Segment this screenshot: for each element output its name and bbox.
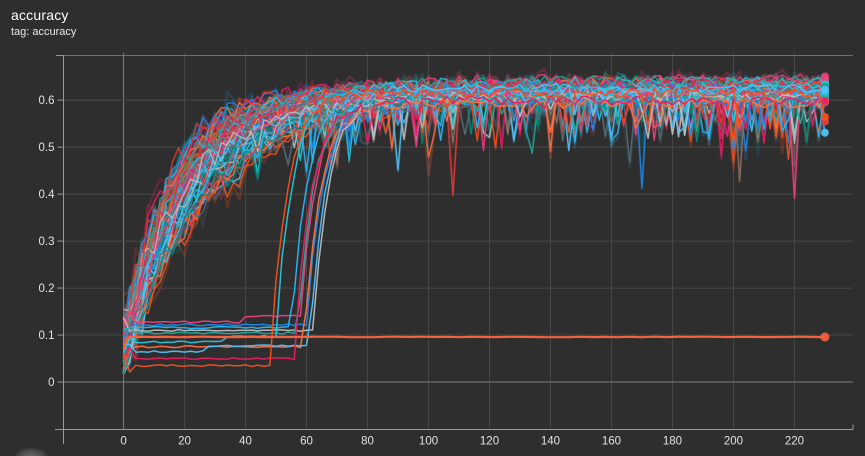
stalled-run-line xyxy=(122,87,826,373)
chart-title: accuracy xyxy=(11,7,69,23)
axes xyxy=(55,55,854,444)
x-tick-label: 40 xyxy=(239,436,252,448)
x-tick-label: 160 xyxy=(602,436,621,448)
partial-fab-button[interactable] xyxy=(13,447,49,456)
y-tick-label: 0.2 xyxy=(39,283,55,295)
x-tick-label: 180 xyxy=(663,436,682,448)
end-dot xyxy=(820,112,829,121)
stalled-run-line xyxy=(122,95,826,361)
x-tick-label: 20 xyxy=(178,436,191,448)
chart-subtitle: tag: accuracy xyxy=(11,25,77,38)
tick-labels: 0 20 40 60 80 100 120 140 160 180 200 220 0 0.1 0.2 0.3… xyxy=(39,95,805,447)
y-tick-label: 0.1 xyxy=(39,330,55,342)
y-tick-label: 0 xyxy=(48,377,54,389)
end-dot xyxy=(820,85,829,94)
end-dots xyxy=(820,72,830,342)
stuck-run-line xyxy=(122,335,827,350)
y-tick-label: 0.4 xyxy=(39,189,56,201)
chart-header: accuracy tag: accuracy xyxy=(11,7,76,39)
stalled-run-line xyxy=(123,83,825,354)
x-tick-label: 100 xyxy=(419,436,438,448)
run-line xyxy=(123,73,826,342)
end-dot xyxy=(820,128,829,137)
end-dot xyxy=(820,332,830,342)
x-tick-label: 60 xyxy=(300,436,313,448)
y-tick-label: 0.5 xyxy=(39,142,55,154)
x-tick-label: 0 xyxy=(120,436,126,448)
gridlines xyxy=(63,52,853,430)
end-dot xyxy=(820,97,829,106)
y-tick-label: 0.3 xyxy=(39,236,55,248)
y-tick-label: 0.6 xyxy=(39,95,55,107)
run-lines xyxy=(122,73,827,374)
x-tick-label: 220 xyxy=(785,436,804,448)
stalled-run-line xyxy=(123,92,826,335)
x-tick-label: 120 xyxy=(480,436,499,448)
x-tick-label: 80 xyxy=(361,436,374,448)
stalled-run-line xyxy=(122,91,826,333)
x-tick-label: 200 xyxy=(724,436,743,448)
x-tick-label: 140 xyxy=(541,436,560,448)
